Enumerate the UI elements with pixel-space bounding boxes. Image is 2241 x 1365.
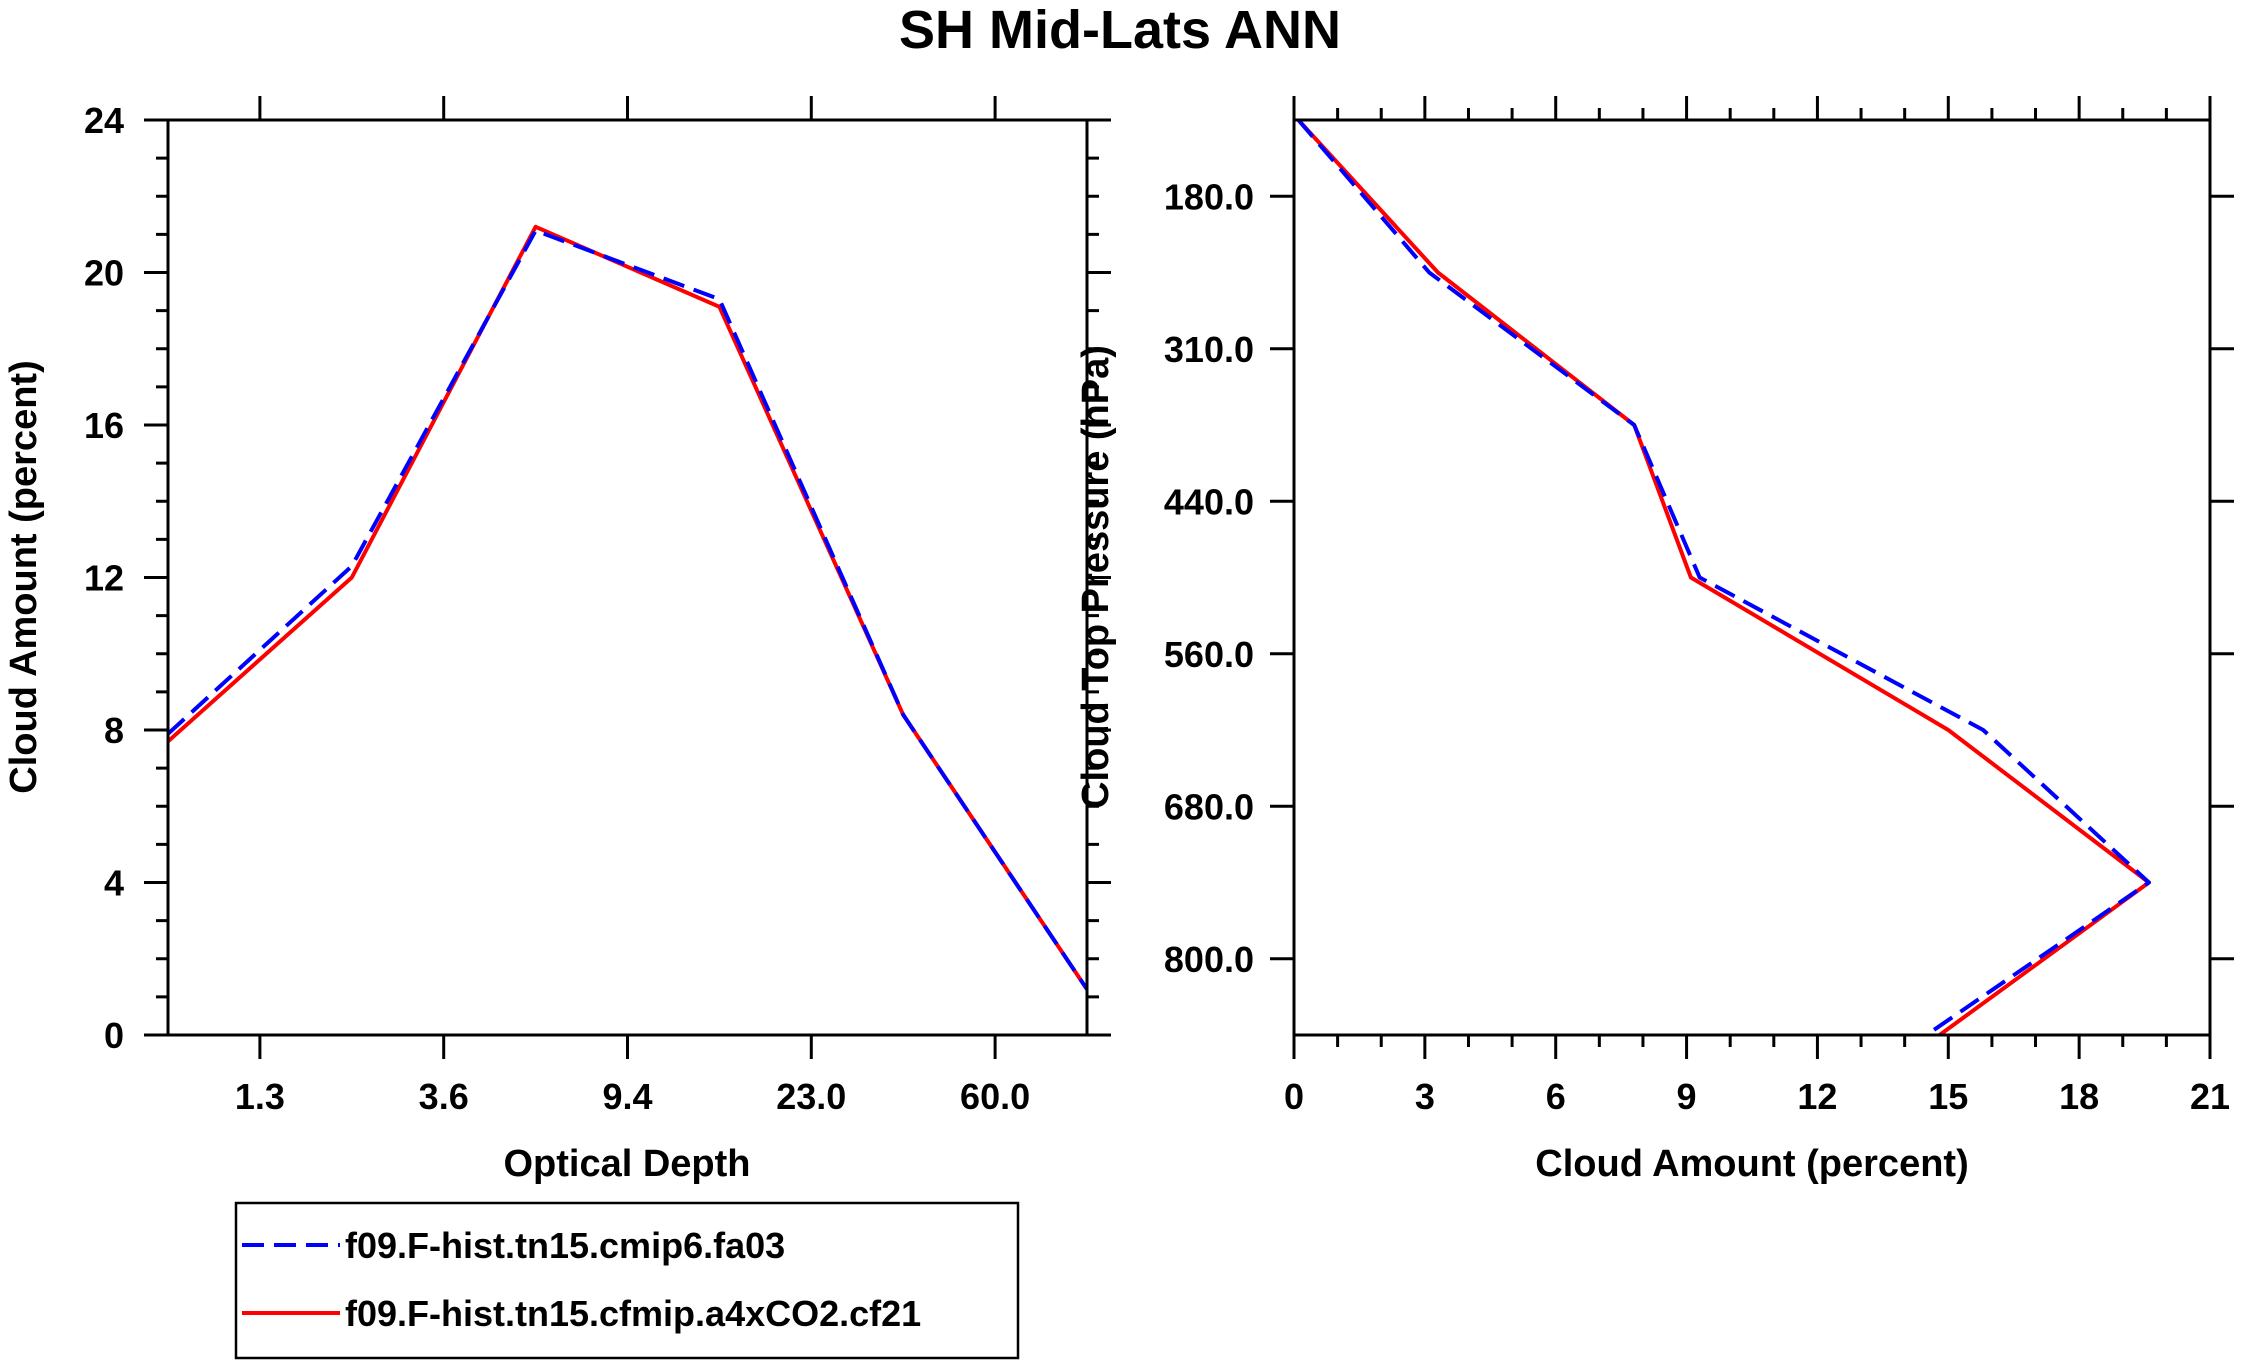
x-tick-label: 3.6 [419, 1076, 469, 1117]
left-plot-frame [166, 118, 1089, 1037]
series-line-cmip6 [1296, 120, 2151, 1035]
left-panel: 0 4 8 12 16 20 24 1.3 3.6 9.4 23.0 60.0 Optical De… [3, 96, 1111, 1185]
right-ticks-group [1270, 96, 2234, 1059]
y-tick-label: 20 [84, 253, 124, 294]
left-x-tick-labels: 1.3 3.6 9.4 23.0 60.0 [235, 1076, 1030, 1117]
x-tick-label: 18 [2059, 1076, 2099, 1117]
x-tick-label: 23.0 [776, 1076, 846, 1117]
y-tick-label: 180.0 [1164, 176, 1254, 217]
right-x-tick-labels: 0 3 6 9 12 15 18 21 [1284, 1076, 2230, 1117]
chart-title: SH Mid-Lats ANN [899, 0, 1341, 60]
y-tick-label: 310.0 [1164, 329, 1254, 370]
x-tick-label: 21 [2190, 1076, 2230, 1117]
y-tick-label: 4 [104, 863, 124, 904]
x-tick-label: 0 [1284, 1076, 1304, 1117]
x-tick-label: 12 [1797, 1076, 1837, 1117]
y-tick-label: 12 [84, 558, 124, 599]
x-tick-label: 6 [1546, 1076, 1566, 1117]
right-y-axis-label: Cloud Top Pressure (hPa) [1075, 345, 1117, 809]
left-y-axis-label: Cloud Amount (percent) [3, 360, 45, 793]
series-line-a4xco2 [1296, 120, 2151, 1035]
legend-label-2: f09.F-hist.tn15.cfmip.a4xCO2.cf21 [345, 1293, 921, 1334]
y-tick-label: 560.0 [1164, 634, 1254, 675]
right-series-group [1296, 120, 2151, 1035]
right-plot-frame [1292, 118, 2212, 1037]
series-line-a4xco2 [168, 224, 1087, 991]
x-tick-label: 1.3 [235, 1076, 285, 1117]
right-x-axis-label: Cloud Amount (percent) [1535, 1143, 1968, 1185]
x-tick-label: 9 [1677, 1076, 1697, 1117]
right-y-tick-labels: 180.0 310.0 440.0 560.0 680.0 800.0 [1164, 176, 1254, 980]
left-ticks-group [144, 96, 1111, 1059]
legend: f09.F-hist.tn15.cmip6.fa03 f09.F-hist.tn… [234, 1201, 1020, 1360]
y-tick-label: 680.0 [1164, 786, 1254, 827]
y-tick-label: 24 [84, 100, 124, 141]
x-tick-label: 9.4 [602, 1076, 652, 1117]
left-series-group [168, 224, 1087, 991]
series-line-cmip6 [168, 228, 1087, 991]
x-tick-label: 3 [1415, 1076, 1435, 1117]
left-x-axis-label: Optical Depth [503, 1143, 750, 1185]
legend-box [234, 1201, 1020, 1360]
y-tick-label: 16 [84, 405, 124, 446]
legend-label-1: f09.F-hist.tn15.cmip6.fa03 [345, 1225, 785, 1266]
y-tick-label: 440.0 [1164, 481, 1254, 522]
right-panel: 180.0 310.0 440.0 560.0 680.0 800.0 0 3 6 9 12 15 1… [1075, 96, 2234, 1185]
x-tick-label: 15 [1928, 1076, 1968, 1117]
y-tick-label: 800.0 [1164, 939, 1254, 980]
y-tick-label: 8 [104, 710, 124, 751]
y-tick-label: 0 [104, 1015, 124, 1056]
left-y-tick-labels: 0 4 8 12 16 20 24 [84, 100, 124, 1056]
x-tick-label: 60.0 [960, 1076, 1030, 1117]
